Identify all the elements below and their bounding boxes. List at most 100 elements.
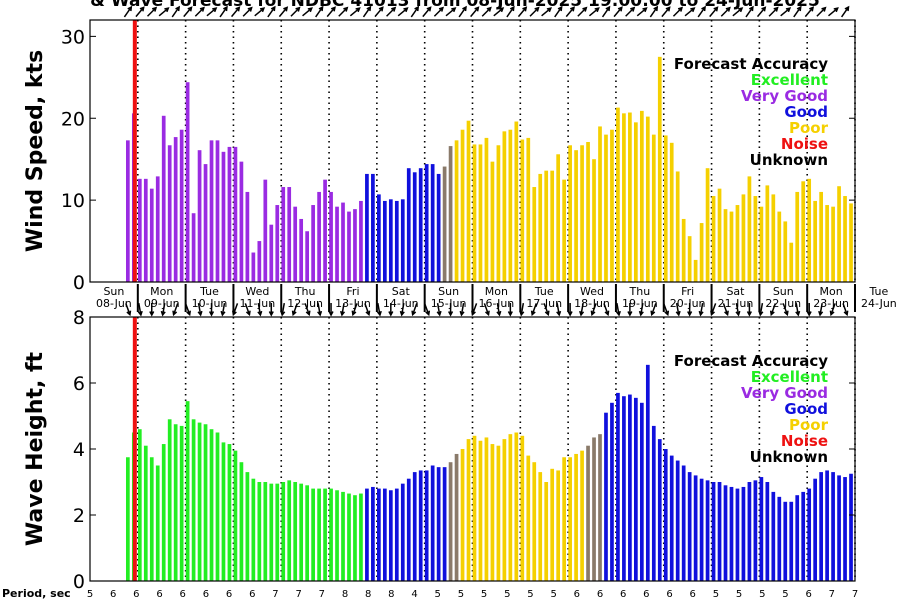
bar-excellent [353, 495, 357, 581]
arrow-head [295, 6, 301, 12]
wind-direction-arrow [828, 7, 839, 17]
arrow-shaft [745, 6, 754, 18]
legend-item-excellent: Excellent [751, 71, 828, 89]
bar-poor [520, 435, 525, 581]
period-label: Period, sec [2, 587, 71, 600]
bar-poor [753, 196, 758, 282]
bar-poor [574, 453, 578, 581]
bar-excellent [293, 482, 298, 581]
arrow-shaft [556, 302, 560, 316]
arrow-head [630, 6, 636, 12]
bar-transition [454, 453, 459, 581]
period-value: 5 [458, 589, 464, 600]
arrow-shaft [349, 7, 361, 17]
bar-good [371, 173, 375, 282]
bar-good [711, 482, 716, 581]
arrow-head [594, 7, 600, 13]
bar-very_good [263, 179, 268, 282]
bar-transition [448, 462, 453, 581]
arrow-head [546, 7, 553, 13]
arrow-head [426, 6, 432, 12]
arrow-shaft [123, 6, 132, 18]
bar-good [807, 488, 812, 581]
day-of-week-label: Sun [773, 285, 794, 298]
period-value: 8 [342, 589, 348, 600]
arrow-head [665, 6, 671, 12]
arrow-shaft [816, 7, 826, 17]
arrow-head [403, 7, 409, 13]
wind-direction-arrow [458, 5, 467, 18]
bar-poor [532, 462, 537, 581]
arrow-shaft [138, 302, 142, 316]
wind-direction-arrow [613, 6, 623, 18]
legend-item-poor: Poor [789, 416, 829, 434]
arrow-head [307, 7, 313, 13]
bar-excellent [251, 478, 256, 581]
legend-title: Forecast Accuracy [674, 352, 828, 370]
date-label: 14-Jun [383, 297, 419, 310]
bar-very_good [161, 115, 166, 282]
wind-direction-arrow [745, 5, 754, 18]
wave-direction-arrow [483, 303, 490, 317]
wave-direction-arrow [795, 302, 801, 317]
bar-very_good [209, 140, 214, 282]
arrow-shaft [232, 303, 239, 315]
arrow-shaft [684, 7, 695, 17]
bar-poor [634, 122, 638, 282]
period-value: 6 [690, 589, 696, 600]
arrow-head [283, 6, 289, 12]
bar-excellent [173, 424, 178, 581]
day-of-week-label: Thu [629, 285, 651, 298]
arrow-shaft [341, 302, 345, 316]
bar-poor [639, 110, 644, 282]
arrow-head [796, 5, 802, 12]
bar-good [388, 490, 393, 581]
bar-very_good [341, 202, 345, 282]
bar-transition [586, 445, 590, 581]
arrow-head [530, 310, 536, 317]
arrow-shaft [710, 303, 717, 315]
bar-good [783, 501, 788, 581]
day-of-week-label: Wed [245, 285, 269, 298]
arrow-shaft [720, 7, 731, 17]
arrow-head [471, 310, 476, 317]
arrow-shaft [194, 7, 205, 17]
wind-direction-arrow [171, 5, 181, 18]
wave-direction-arrow [232, 303, 239, 317]
arrow-head [638, 310, 644, 317]
bar-poor [574, 150, 578, 282]
wind-direction-arrow [219, 5, 228, 18]
arrow-shaft [616, 302, 620, 316]
bar-good [430, 164, 435, 282]
arrow-head [127, 5, 133, 12]
arrow-head [806, 311, 812, 317]
wave-direction-arrow [125, 303, 132, 317]
arrow-shaft [672, 7, 683, 17]
bar-excellent [233, 450, 238, 581]
bar-excellent [191, 419, 196, 581]
bar-poor [514, 121, 519, 283]
arrow-head [509, 5, 515, 12]
bar-very_good [287, 187, 292, 282]
bar-very_good [233, 146, 238, 282]
arrow-shaft [496, 302, 501, 316]
bar-excellent [149, 457, 154, 581]
bar-good [831, 472, 835, 581]
arrow-head [223, 5, 228, 12]
wave-direction-arrow [257, 302, 263, 317]
wave-direction-arrow [149, 303, 155, 317]
bar-poor [472, 144, 477, 282]
arrow-head [259, 7, 266, 13]
arrow-head [698, 310, 704, 317]
wind-direction-arrow [672, 6, 684, 17]
wave-direction-arrow [507, 303, 513, 317]
arrow-head [725, 6, 731, 12]
y-tick-label: 30 [61, 26, 85, 48]
bar-poor [538, 173, 543, 282]
bar-good [382, 200, 387, 282]
arrow-head [187, 6, 193, 12]
wave-direction-arrow [268, 303, 274, 317]
day-of-week-label: Wed [580, 285, 604, 298]
